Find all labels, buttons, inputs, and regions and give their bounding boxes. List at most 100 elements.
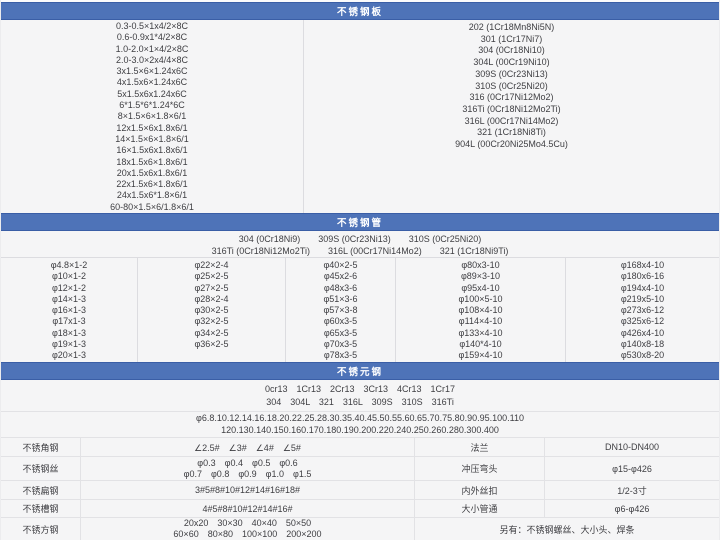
pipe-size-cell: φ25×2-5 <box>194 271 229 282</box>
pipe-size-cell: φ4.8×1-2 <box>50 260 88 270</box>
plate-size-item: 16×1.5x6x1.8x6/1 <box>116 145 188 156</box>
plate-size-item: 20x1.5x6x1.8x6/1 <box>116 167 188 178</box>
pipe-section-header: 不锈钢管 <box>1 213 719 231</box>
pipe-size-cell: φ40×2-5 <box>323 260 358 270</box>
table-row: 不锈扁钢 3#5#8#10#12#14#16#18# 内外丝扣 1/2-3寸 <box>1 480 719 499</box>
pipe-size-cell: φ48x3-6 <box>323 282 358 293</box>
misc-value-square-steel: 20x20 30×30 40×40 50×50 60×60 80×80 100×… <box>81 518 415 540</box>
pipe-size-cell: φ17x1-3 <box>52 316 86 327</box>
steel-grade-item: 904L (00Cr20Ni25Mo4.5Cu) <box>455 139 568 150</box>
pipe-size-cell: φ159×4-10 <box>458 350 503 361</box>
plate-size-item: 0.6-0.9x1*4/2×8C <box>116 32 188 43</box>
pipe-size-column: φ4.8×1-2 φ10×1-2 φ12×1-2 φ14×1-3 φ16×1-3… <box>1 258 138 362</box>
round-grade-line: 0cr13 1Cr13 2Cr13 3Cr13 4Cr13 1Cr17 <box>264 384 456 394</box>
steel-grade-item: 304 (0Cr18Ni10) <box>478 45 545 56</box>
plate-size-item: 0.3-0.5×1x4/2×8C <box>115 21 189 31</box>
misc-value-line: φ0.3 φ0.4 φ0.5 φ0.6 <box>197 457 298 468</box>
misc-label-thread-fitting: 内外丝扣 <box>415 481 545 499</box>
steel-grade-item: 310S (0Cr25Ni20) <box>475 80 548 91</box>
misc-value-line: 60×60 80×80 100×100 200×200 <box>173 529 322 539</box>
pipe-size-cell: φ168x4-10 <box>620 260 665 270</box>
plate-size-item: 5x1.5x6x1.24x6C <box>117 88 187 99</box>
pipe-size-cell: φ70x3-5 <box>323 339 358 350</box>
plate-size-item: 18x1.5x6×1.8x6/1 <box>116 156 188 167</box>
pipe-size-cell: φ34×2-5 <box>194 327 229 338</box>
pipe-size-cell: φ10×1-2 <box>51 271 87 282</box>
pipe-size-cell: φ133×4-10 <box>458 327 503 338</box>
round-size-line: φ6.8.10.12.14.16.18.20.22.25.28.30.35.40… <box>196 413 524 423</box>
round-steel-section-title: 不锈元钢 <box>336 367 383 378</box>
plate-size-item: 4x1.5x6×1.24x6C <box>116 77 188 88</box>
pipe-size-cell: φ57×3-8 <box>323 305 358 316</box>
table-row: 不锈方钢 20x20 30×30 40×40 50×50 60×60 80×80… <box>1 517 719 540</box>
misc-products-table: 不锈角钢 ∠2.5# ∠3# ∠4# ∠5# 法兰 DN10-DN400 不锈钢… <box>1 437 719 540</box>
pipe-size-cell: φ530x8-20 <box>620 350 665 361</box>
misc-label-steel-wire: 不锈钢丝 <box>1 457 81 480</box>
pipe-size-column: φ22×2-4 φ25×2-5 φ27×2-5 φ28×2-4 φ30×2-5 … <box>138 258 286 362</box>
pipe-size-cell: φ28×2-4 <box>194 293 229 304</box>
pipe-grade-line: 304 (0Cr18Ni9) 309S (0Cr23Ni13) 310S (0C… <box>238 234 482 244</box>
plate-section-header: 不锈钢板 <box>1 2 719 20</box>
plate-size-item: 8×1.5×6×1.8×6/1 <box>117 111 187 122</box>
pipe-size-cell: φ426x4-10 <box>620 327 665 338</box>
pipe-size-cell <box>138 350 285 361</box>
plate-grade-list: 202 (1Cr18Mn8Ni5N) 301 (1Cr17Ni7) 304 (0… <box>304 20 719 213</box>
pipe-size-cell: φ219x5-10 <box>620 293 665 304</box>
pipe-size-cell: φ140x8-18 <box>620 339 665 350</box>
extra-products-note: 另有：不锈钢螺丝、大小头、焊条 <box>499 524 635 535</box>
misc-value-channel-steel: 4#5#8#10#12#14#16# <box>81 500 415 517</box>
pipe-size-cell: φ140*4-10 <box>459 339 502 350</box>
misc-label-angle-steel: 不锈角钢 <box>1 438 81 456</box>
pipe-size-cell: φ12×1-2 <box>51 282 87 293</box>
pipe-size-cell: φ180x6-16 <box>620 271 665 282</box>
pipe-size-cell: φ45x2-6 <box>323 271 358 282</box>
round-steel-section-header: 不锈元钢 <box>1 362 719 380</box>
misc-value-flat-steel: 3#5#8#10#12#14#16#18# <box>81 481 415 499</box>
pipe-size-column: φ80x3-10 φ89×3-10 φ95x4-10 φ100×5-10 φ10… <box>396 258 566 362</box>
table-row: 不锈槽钢 4#5#8#10#12#14#16# 大小管通 φ6-φ426 <box>1 499 719 517</box>
plate-size-item: 6*1.5*6*1.24*6C <box>119 100 185 111</box>
pipe-size-cell: φ80x3-10 <box>461 260 500 270</box>
misc-label-channel-steel: 不锈槽钢 <box>1 500 81 517</box>
pipe-size-cell: φ273x6-12 <box>620 305 665 316</box>
steel-grade-item: 321 (1Cr18Ni8Ti) <box>477 127 546 138</box>
round-size-line: 120.130.140.150.160.170.180.190.200.220.… <box>221 424 499 435</box>
pipe-size-cell: φ19×1-3 <box>51 339 87 350</box>
steel-grade-item: 316Ti (0Cr18Ni12Mo2Ti) <box>462 103 561 114</box>
pipe-size-cell: φ78x3-5 <box>323 350 358 361</box>
plate-size-item: 12x1.5×6x1.8x6/1 <box>116 122 188 133</box>
pipe-size-cell: φ114×4-10 <box>458 316 503 327</box>
plate-section: 0.3-0.5×1x4/2×8C 0.6-0.9x1*4/2×8C 1.0-2.… <box>1 20 719 213</box>
misc-label-flange: 法兰 <box>415 438 545 456</box>
pipe-grade-block: 304 (0Cr18Ni9) 309S (0Cr23Ni13) 310S (0C… <box>1 231 719 258</box>
plate-size-item: 14×1.5×6×1.8×6/1 <box>115 133 189 144</box>
pipe-size-cell: φ325x6-12 <box>620 316 665 327</box>
misc-label-square-steel: 不锈方钢 <box>1 518 81 540</box>
misc-value-stamped-elbow: φ15-φ426 <box>612 463 652 474</box>
round-size-block: φ6.8.10.12.14.16.18.20.22.25.28.30.35.40… <box>1 411 719 437</box>
pipe-size-cell: φ22×2-4 <box>194 260 229 270</box>
pipe-size-cell: φ27×2-5 <box>194 282 229 293</box>
top-margin-strip <box>1 0 719 2</box>
pipe-size-column: φ168x4-10 φ180x6-16 φ194x4-10 φ219x5-10 … <box>566 258 719 362</box>
steel-grade-item: 301 (1Cr17Ni7) <box>480 33 543 44</box>
table-row: 不锈角钢 ∠2.5# ∠3# ∠4# ∠5# 法兰 DN10-DN400 <box>1 437 719 456</box>
misc-value-pipe-coupling: φ6-φ426 <box>614 503 650 514</box>
misc-value-line: φ0.7 φ0.8 φ0.9 φ1.0 φ1.5 <box>183 468 312 479</box>
plate-section-title: 不锈钢板 <box>336 7 383 18</box>
misc-value-flange: DN10-DN400 <box>604 442 660 452</box>
misc-label-pipe-coupling: 大小管通 <box>415 500 545 517</box>
pipe-size-cell: φ108×4-10 <box>458 305 503 316</box>
pipe-size-cell: φ89×3-10 <box>460 271 501 282</box>
steel-grade-item: 316L (00Cr17Ni14Mo2) <box>464 115 559 126</box>
plate-size-item: 60-80×1.5×6/1.8×6/1 <box>110 201 194 212</box>
pipe-size-column: φ40×2-5 φ45x2-6 φ48x3-6 φ51×3-6 φ57×3-8 … <box>286 258 396 362</box>
pipe-grade-line: 316Ti (0Cr18Ni12Mo2Ti) 316L (00Cr17Ni14M… <box>211 246 509 256</box>
steel-grade-item: 316 (0Cr17Ni12Mo2) <box>469 92 554 103</box>
plate-size-item: 1.0-2.0×1×4/2×8C <box>115 43 189 54</box>
plate-size-list: 0.3-0.5×1x4/2×8C 0.6-0.9x1*4/2×8C 1.0-2.… <box>1 20 304 213</box>
misc-value-thread-fitting: 1/2-3寸 <box>617 485 647 496</box>
misc-value-angle-steel: ∠2.5# ∠3# ∠4# ∠5# <box>81 438 415 456</box>
pipe-size-cell: φ20×1-3 <box>51 350 87 361</box>
